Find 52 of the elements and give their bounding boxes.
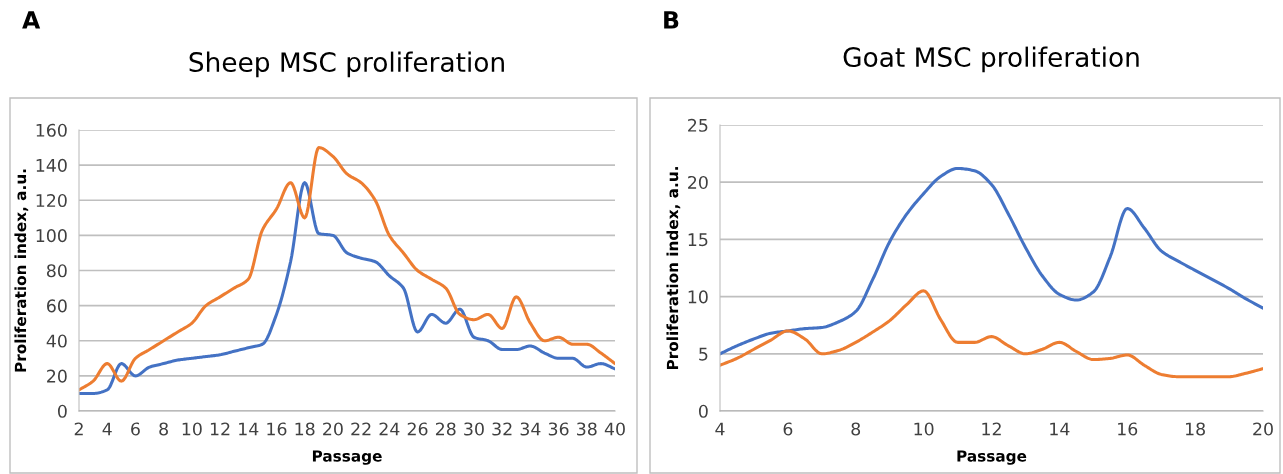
y-axis-title: Proliferation index, a.u. — [666, 167, 681, 370]
x-tick-label: 6 — [131, 422, 140, 436]
x-tick-label: 6 — [783, 422, 793, 436]
x-axis-title: Passage — [957, 450, 1027, 465]
x-tick-label: 18 — [295, 422, 315, 436]
x-tick-label: 16 — [267, 422, 287, 436]
y-tick-label: 20 — [47, 369, 67, 383]
text: A — [22, 11, 41, 29]
x-tick-label: 28 — [435, 422, 456, 436]
x-tick-label: 2 — [74, 422, 83, 436]
x-tick-label: 22 — [351, 422, 371, 436]
y-tick-label: 0 — [57, 404, 67, 418]
x-tick-label: 12 — [210, 422, 230, 436]
chart-title: Sheep MSC proliferation — [189, 51, 504, 78]
x-tick-label: 32 — [492, 422, 512, 436]
x-tick-label: 14 — [1050, 422, 1070, 436]
y-tick-label: 100 — [36, 229, 67, 243]
x-tick-label: 34 — [520, 422, 541, 436]
text: B — [664, 11, 679, 29]
y-tick-label: 15 — [688, 233, 708, 247]
y-tick-label: 5 — [699, 347, 708, 361]
x-tick-label: 10 — [182, 422, 202, 436]
x-tick-label: 40 — [604, 422, 625, 436]
chart-title: Goat MSC proliferation — [843, 46, 1139, 73]
y-tick-label: 140 — [36, 158, 67, 172]
y-tick-label: 0 — [698, 404, 708, 418]
y-tick-label: 40 — [46, 334, 67, 348]
x-tick-label: 20 — [323, 422, 343, 436]
x-tick-label: 38 — [577, 422, 597, 436]
x-tick-label: 16 — [1118, 422, 1138, 436]
x-tick-label: 4 — [715, 422, 725, 436]
y-axis-title: Proliferation index, a.u. — [14, 169, 29, 372]
y-tick-label: 20 — [688, 175, 708, 190]
x-tick-label: 20 — [1253, 422, 1273, 436]
x-tick-label: 8 — [851, 422, 861, 436]
y-tick-label: 120 — [36, 193, 67, 208]
x-tick-label: 26 — [407, 422, 428, 436]
y-tick-label: 10 — [688, 290, 708, 304]
y-tick-label: 80 — [46, 264, 67, 278]
x-tick-label: 10 — [914, 422, 934, 436]
x-tick-label: 30 — [464, 422, 484, 436]
y-tick-label: 25 — [688, 118, 708, 132]
x-tick-label: 8 — [159, 422, 168, 436]
y-tick-label: 60 — [47, 299, 67, 313]
y-tick-label: 160 — [36, 123, 67, 137]
x-tick-label: 18 — [1185, 422, 1205, 436]
x-tick-label: 14 — [239, 422, 259, 436]
x-tick-label: 36 — [548, 422, 569, 436]
x-tick-label: 24 — [379, 422, 400, 436]
x-tick-label: 4 — [102, 422, 112, 436]
x-axis-title: Passage — [312, 450, 382, 465]
x-tick-label: 12 — [982, 422, 1001, 436]
